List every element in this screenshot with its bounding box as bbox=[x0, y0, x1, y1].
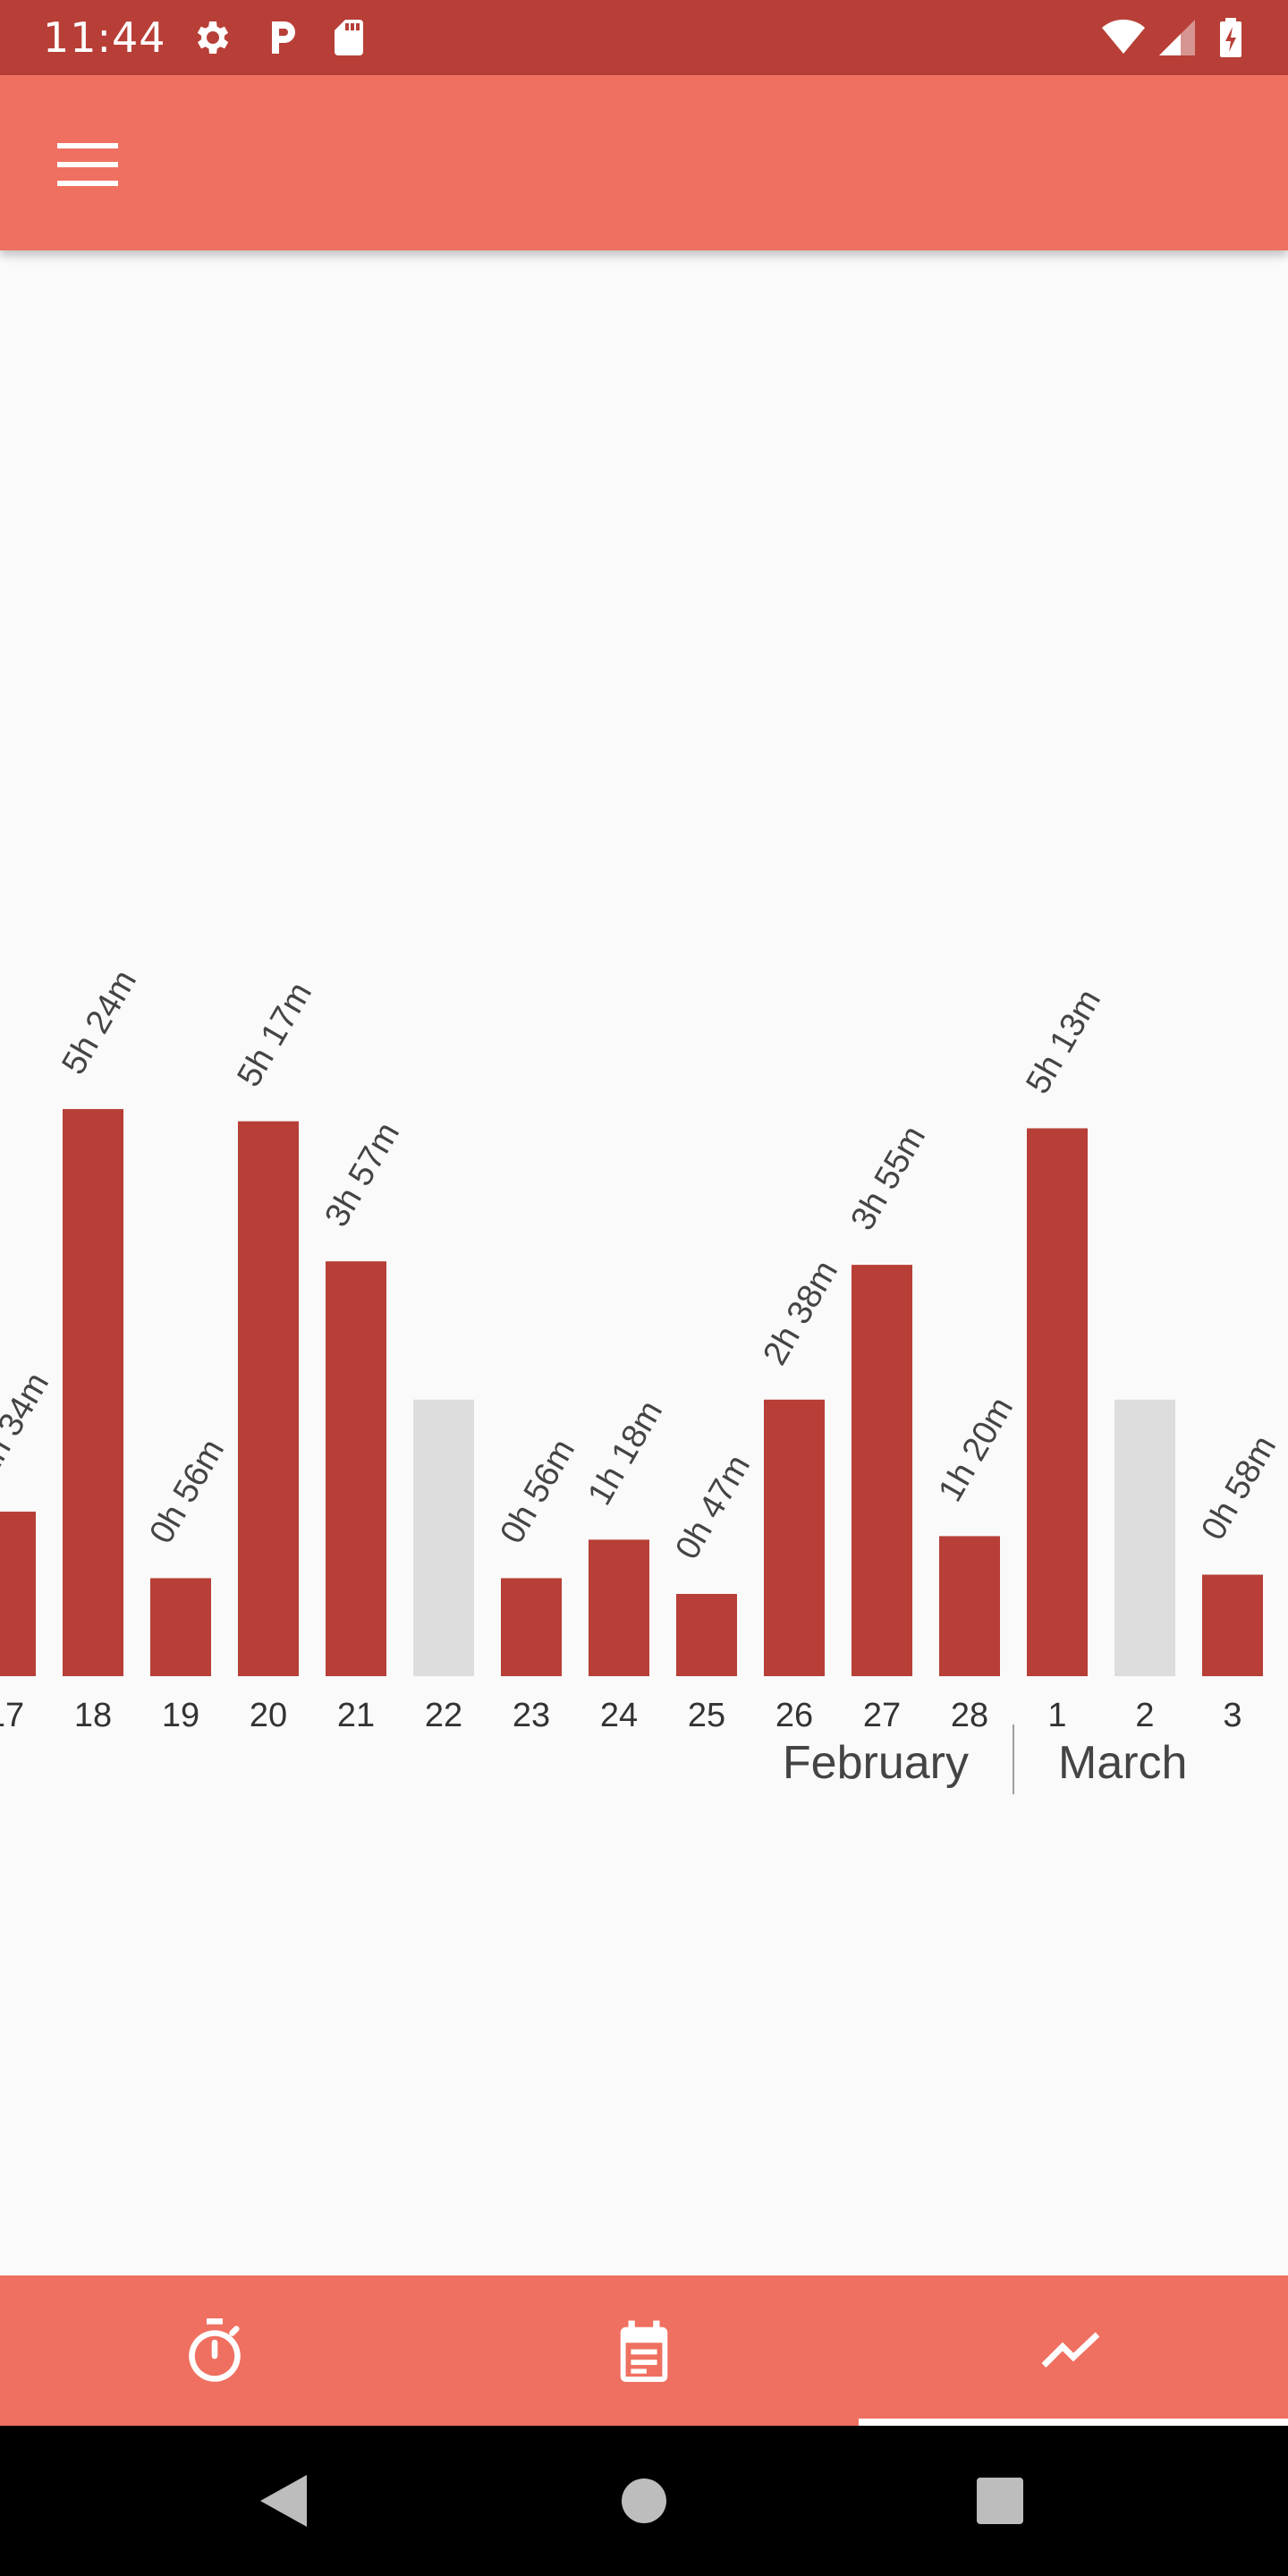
stopwatch-icon bbox=[189, 2318, 241, 2382]
category-label-20: 20 bbox=[250, 1697, 287, 1734]
tab-calendar[interactable] bbox=[429, 2275, 859, 2426]
tab-timer[interactable] bbox=[0, 2275, 429, 2426]
back-icon bbox=[260, 2475, 307, 2527]
selected-tab-indicator bbox=[859, 2419, 1288, 2426]
placeholder-bar-22 bbox=[413, 1399, 474, 1676]
category-label-24: 24 bbox=[600, 1697, 638, 1734]
back-button[interactable] bbox=[240, 2456, 329, 2546]
bar-21 bbox=[326, 1261, 386, 1676]
bar-25 bbox=[676, 1594, 737, 1676]
battery-charging-icon bbox=[1220, 18, 1241, 57]
data-label-19: 0h 56m bbox=[142, 1433, 232, 1550]
category-label-3: 3 bbox=[1223, 1697, 1241, 1734]
signal-icon bbox=[1159, 20, 1195, 55]
bar-3 bbox=[1202, 1574, 1263, 1676]
data-label-24: 1h 18m bbox=[580, 1394, 670, 1512]
category-label-21: 21 bbox=[337, 1697, 375, 1734]
bottom-navigation bbox=[0, 2275, 1288, 2426]
category-label-22: 22 bbox=[425, 1697, 462, 1734]
calendar-icon bbox=[620, 2320, 668, 2382]
data-label-23: 0h 56m bbox=[493, 1433, 582, 1550]
category-label-2: 2 bbox=[1135, 1697, 1154, 1734]
category-label-17: 17 bbox=[0, 1697, 24, 1734]
category-label-1: 1 bbox=[1047, 1697, 1066, 1734]
data-label-18: 5h 24m bbox=[55, 964, 144, 1081]
sd-card-icon bbox=[335, 20, 363, 55]
placeholder-bar-2 bbox=[1114, 1399, 1175, 1676]
bar-19 bbox=[150, 1578, 211, 1676]
parking-icon bbox=[272, 21, 295, 54]
data-label-1: 5h 13m bbox=[1019, 983, 1108, 1100]
category-label-25: 25 bbox=[688, 1697, 725, 1734]
data-label-26: 2h 38m bbox=[756, 1255, 845, 1372]
hamburger-menu-icon bbox=[57, 143, 118, 186]
system-navigation-bar bbox=[0, 2426, 1288, 2576]
bar-24 bbox=[589, 1539, 649, 1676]
month-label-march: March bbox=[1058, 1737, 1187, 1789]
category-label-28: 28 bbox=[951, 1697, 988, 1734]
category-label-18: 18 bbox=[74, 1697, 112, 1734]
recents-button[interactable] bbox=[955, 2456, 1045, 2546]
bar-27 bbox=[852, 1265, 912, 1676]
app-bar bbox=[0, 75, 1288, 250]
bar-17 bbox=[0, 1512, 36, 1676]
category-label-19: 19 bbox=[162, 1697, 199, 1734]
category-label-27: 27 bbox=[863, 1697, 901, 1734]
recents-icon bbox=[977, 2478, 1023, 2524]
data-label-21: 3h 57m bbox=[318, 1116, 407, 1233]
trending-chart-icon bbox=[1041, 2332, 1100, 2368]
status-bar: 11:44 bbox=[0, 0, 1288, 75]
gear-icon bbox=[197, 21, 229, 54]
month-label-february: February bbox=[783, 1737, 969, 1789]
wifi-icon bbox=[1102, 19, 1145, 55]
status-time: 11:44 bbox=[43, 13, 166, 62]
bar-1 bbox=[1027, 1128, 1088, 1676]
bar-18 bbox=[63, 1108, 123, 1676]
bar-20 bbox=[238, 1121, 299, 1676]
data-label-20: 5h 17m bbox=[230, 976, 319, 1093]
category-label-23: 23 bbox=[513, 1697, 550, 1734]
data-label-28: 1h 20m bbox=[931, 1391, 1021, 1508]
data-label-25: 0h 47m bbox=[668, 1449, 758, 1566]
bar-26 bbox=[764, 1399, 825, 1676]
menu-button[interactable] bbox=[43, 129, 132, 200]
tab-statistics[interactable] bbox=[859, 2275, 1288, 2426]
bar-28 bbox=[939, 1536, 1000, 1676]
home-icon bbox=[622, 2479, 666, 2523]
category-label-26: 26 bbox=[775, 1697, 813, 1734]
home-button[interactable] bbox=[599, 2456, 689, 2546]
data-label-27: 3h 55m bbox=[843, 1120, 933, 1237]
bar-23 bbox=[501, 1578, 562, 1676]
data-label-17: 1h 34m bbox=[0, 1367, 56, 1484]
data-label-3: 0h 58m bbox=[1194, 1429, 1284, 1546]
